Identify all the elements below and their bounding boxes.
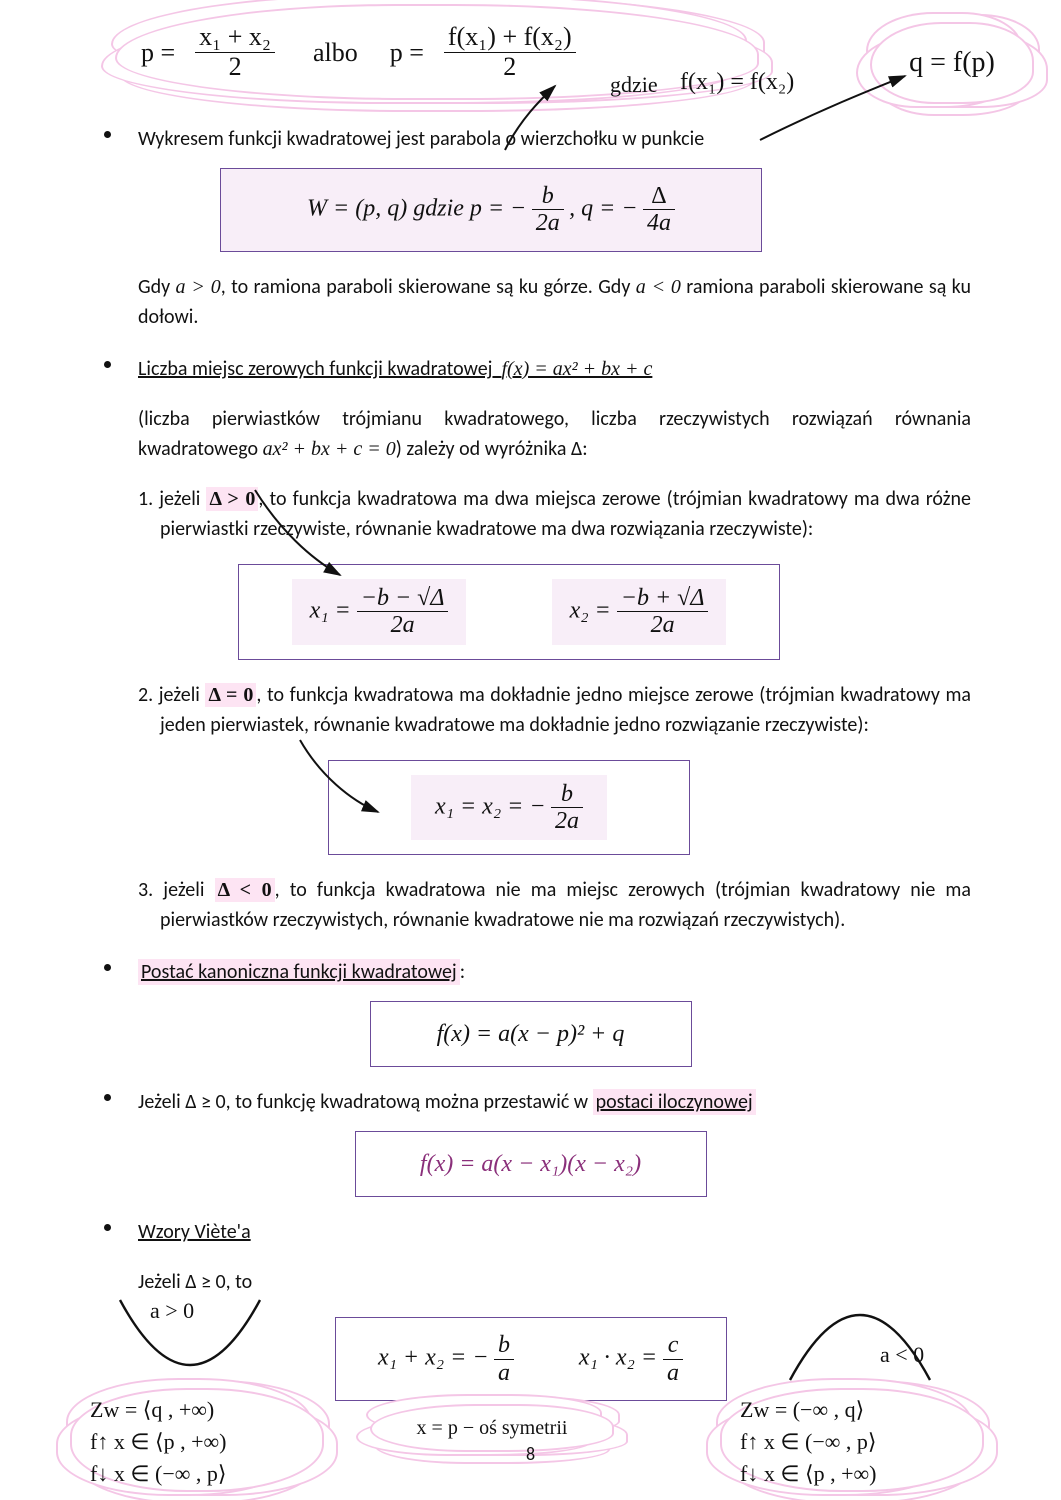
heading-factored: postaci iloczynowej (593, 1089, 756, 1115)
formula-box-vertex: W = (p, q) gdzie p = − b 2a , q = − Δ 4a (220, 168, 762, 252)
vieta-prod-lhs: x₁ · x₂ = (579, 1345, 663, 1371)
bullet-factored: Jeżeli Δ ≥ 0, to funkcję kwadratową możn… (90, 1087, 971, 1117)
ann-q-fp: q = f(p) (872, 24, 1032, 102)
ann-p2-frac: f(x₁) + f(x₂) 2 (444, 23, 576, 81)
factored-formula: f(x) = a(x − x₁)(x − x₂) (420, 1151, 641, 1177)
case-2: 2. jeżeli Δ = 0, to funkcja kwadratowa m… (138, 680, 971, 740)
text-roots-paren: (liczba pierwiastków trójmianu kwadratow… (138, 404, 971, 464)
vieta-sum-lhs: x₁ + x₂ = − (378, 1345, 489, 1371)
vertex-frac-q: Δ 4a (643, 183, 675, 237)
formula-box-single-root: x₁ = x₂ = − b 2a (328, 760, 690, 856)
canonical-formula: f(x) = a(x − p)² + q (437, 1021, 625, 1047)
ann-zw-neg: Zw = (−∞ , q⟩ (740, 1394, 877, 1426)
bullet-dot-icon (104, 1224, 111, 1231)
ann-where-label: gdzie (610, 68, 658, 101)
ann-a-neg: a < 0 (880, 1338, 924, 1371)
formula-box-canonical: f(x) = a(x − p)² + q (370, 1001, 692, 1067)
ann-a-pos: a > 0 (150, 1294, 194, 1327)
bullet-dot-icon (104, 964, 111, 971)
case-3: 3. jeżeli Δ < 0, to funkcja kwadratowa n… (138, 875, 971, 935)
vertex-mid: , q = − (569, 196, 637, 222)
heading-vieta: Wzory Viète'a (138, 1220, 251, 1244)
ann-p1-frac: x₁ + x₂ 2 (195, 23, 275, 81)
text-arms: Gdy a > 0, to ramiona paraboli skierowan… (138, 272, 971, 332)
x1-lhs: x₁ = (310, 597, 357, 623)
text-vertex: Wykresem funkcji kwadratowej jest parabo… (138, 127, 704, 151)
bullet-vertex: Wykresem funkcji kwadratowej jest parabo… (90, 124, 971, 154)
bullet-dot-icon (104, 1094, 111, 1101)
text-factored-lead: Jeżeli Δ ≥ 0, to funkcję kwadratową możn… (138, 1090, 593, 1114)
page: p = x₁ + x₂ 2 albo p = f(x₁) + f(x₂) 2 g… (0, 0, 1061, 1500)
heading-canonical: Postać kanoniczna funkcji kwadratowej (138, 959, 460, 985)
single-lhs: x₁ = x₂ = − (435, 793, 546, 819)
formula-box-vieta: x₁ + x₂ = − b a x₁ · x₂ = c a (335, 1317, 727, 1401)
bullet-dot-icon (104, 361, 111, 368)
bullet-dot-icon (104, 131, 111, 138)
cloud-p-formulas: p = x₁ + x₂ 2 albo p = f(x₁) + f(x₂) 2 (115, 4, 759, 100)
ann-albo: albo (313, 33, 358, 72)
page-number: 8 (0, 1441, 1061, 1468)
bullet-roots: Liczba miejsc zerowych funkcji kwadratow… (90, 354, 971, 384)
x2-frac: −b + √Δ 2a (617, 585, 709, 639)
formula-box-two-roots: x₁ = −b − √Δ 2a x₂ = −b + √Δ 2a (238, 564, 780, 660)
bullet-canonical: Postać kanoniczna funkcji kwadratowej: (90, 957, 971, 987)
x1-frac: −b − √Δ 2a (357, 585, 449, 639)
vertex-frac-p: b 2a (532, 183, 564, 237)
ann-zw-pos: Zw = ⟨q , +∞) (90, 1394, 227, 1426)
heading-roots: Liczba miejsc zerowych funkcji kwadratow… (138, 357, 652, 381)
ann-fx1-eq-fx2: f(x₁) = f(x₂) (680, 64, 794, 100)
vertex-W: W = (p, q) gdzie p = − (307, 196, 526, 222)
case-1: 1. jeżeli Δ > 0, to funkcja kwadratowa m… (138, 484, 971, 544)
ann-p2-lhs: p = (390, 33, 424, 72)
ann-p1-lhs: p = (141, 33, 175, 72)
vieta-sum-frac: b a (494, 1332, 514, 1386)
bullet-vieta: Wzory Viète'a (90, 1217, 971, 1247)
cloud-q-fp: q = f(p) (870, 22, 1034, 104)
formula-box-factored: f(x) = a(x − x₁)(x − x₂) (355, 1131, 707, 1197)
text-vieta-lead: Jeżeli Δ ≥ 0, to (138, 1267, 971, 1297)
x2-lhs: x₂ = (570, 597, 617, 623)
single-frac: b 2a (551, 781, 583, 835)
vieta-prod-frac: c a (663, 1332, 683, 1386)
